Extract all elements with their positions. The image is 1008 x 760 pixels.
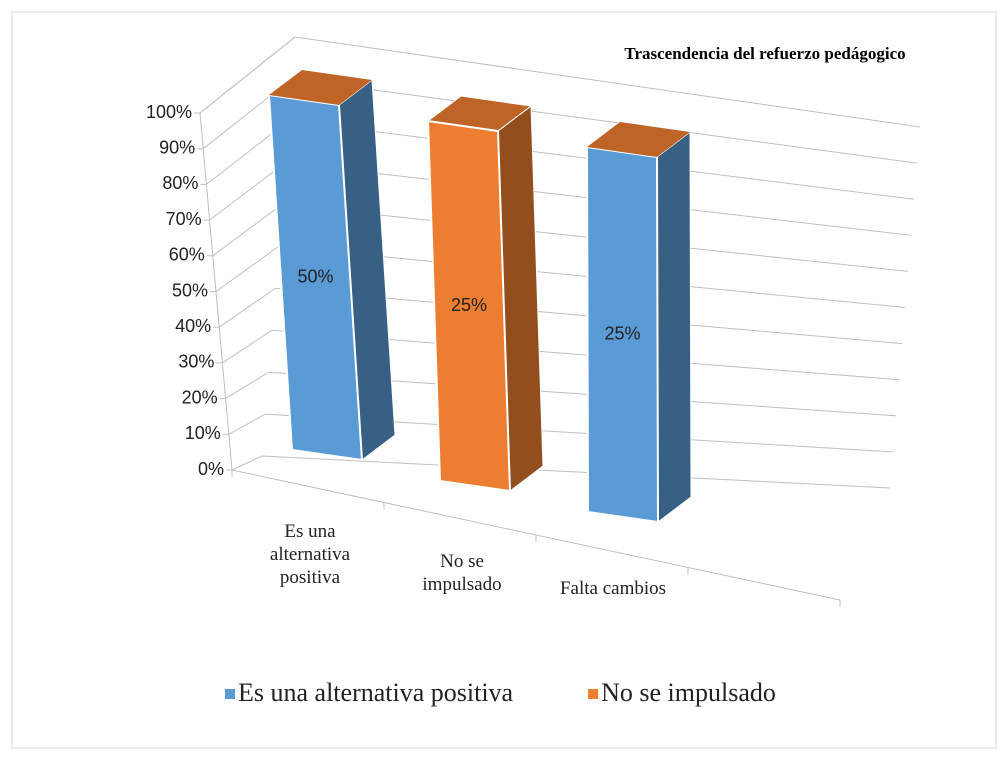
bar [426,119,512,493]
data-label: 25% [451,295,487,315]
grid-line [199,36,921,128]
y-tick-label: 80% [162,173,198,193]
legend-label: No se impulsado [601,678,776,707]
x-tick-label: Es una alternativa positiva [269,521,351,588]
x-tick-label: Falta cambios [559,578,667,599]
bar-top [587,122,690,157]
legend-label: Es una alternativa positiva [238,678,514,707]
y-tick-label: 60% [169,245,205,265]
legend-swatch [588,689,599,699]
y-tick-label: 40% [175,316,211,336]
y-tick-label: 20% [182,387,218,407]
x-tick-label: No se impulsado [422,551,502,595]
y-tick-label: 50% [172,280,208,300]
grid-line [218,287,903,345]
y-tick-label: 10% [185,423,221,443]
y-tick-label: 90% [159,137,195,157]
chart-title: Trascendencia del refuerzo pedágogico [624,44,905,63]
y-tick-label: 70% [166,209,202,229]
data-label: 50% [297,266,333,286]
bar-top [269,70,372,105]
data-label: 25% [604,323,640,343]
y-tick-label: 30% [178,352,214,372]
y-tick-label: 0% [198,459,224,479]
legend-swatch [225,689,235,699]
y-tick-label: 100% [146,102,192,122]
bar-side [656,130,692,524]
